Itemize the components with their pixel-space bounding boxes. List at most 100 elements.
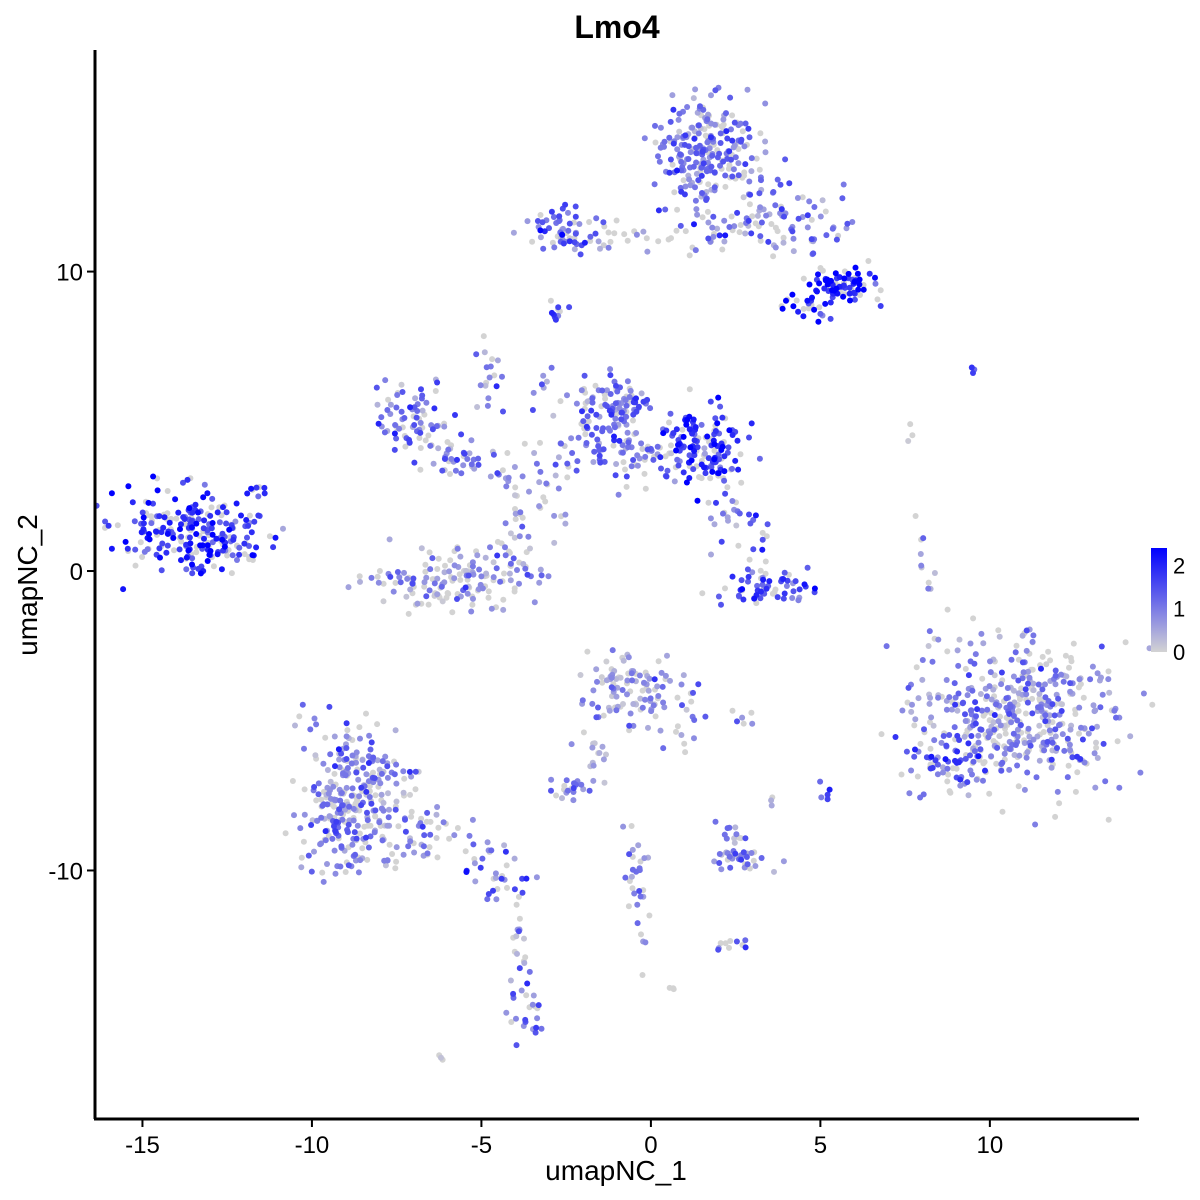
cell-point: [840, 293, 847, 300]
cell-point: [470, 595, 476, 602]
cell-point: [639, 972, 646, 978]
cell-point: [572, 230, 579, 237]
cell-point: [996, 733, 1003, 740]
cell-point: [846, 290, 853, 297]
cell-point: [721, 217, 728, 224]
cell-point: [624, 677, 631, 684]
cell-point: [598, 674, 605, 681]
cell-point: [397, 579, 404, 586]
cell-point: [363, 834, 369, 841]
cell-point: [696, 474, 702, 480]
cell-point: [344, 765, 351, 771]
cell-point: [392, 806, 399, 813]
cell-point: [594, 436, 601, 443]
cell-point: [1052, 681, 1059, 688]
cell-point: [1012, 742, 1019, 748]
cell-point: [1048, 764, 1055, 771]
cell-point: [911, 722, 918, 729]
legend-tick-label: 0: [1173, 640, 1185, 665]
cell-point: [790, 235, 797, 242]
cell-point: [1102, 778, 1109, 785]
cell-point: [994, 744, 1001, 751]
cell-point: [320, 878, 327, 885]
cell-point: [662, 672, 669, 679]
cell-point: [729, 173, 736, 180]
cell-point: [892, 734, 899, 740]
cell-point: [710, 233, 717, 240]
cell-point: [549, 239, 556, 246]
cell-point: [1046, 727, 1053, 734]
cell-point: [1052, 813, 1059, 820]
cell-point: [674, 167, 680, 174]
cell-point: [625, 439, 632, 446]
cell-point: [693, 150, 700, 157]
cell-point: [729, 432, 736, 438]
cell-point: [677, 222, 684, 229]
cell-point: [954, 707, 961, 714]
cell-point: [586, 787, 593, 794]
cell-point: [443, 594, 450, 601]
cell-point: [490, 887, 496, 894]
cell-point: [401, 569, 407, 576]
cell-point: [178, 557, 184, 564]
cell-point: [977, 691, 984, 697]
cell-point: [954, 732, 961, 739]
cell-point: [639, 704, 646, 711]
cell-point: [421, 832, 428, 839]
cell-point: [502, 848, 509, 855]
cell-point: [569, 450, 576, 456]
cell-point: [800, 275, 807, 282]
cell-point: [993, 760, 1000, 767]
cell-point: [531, 450, 538, 456]
cell-point: [729, 573, 736, 580]
cell-point: [588, 407, 595, 414]
cell-point: [446, 568, 453, 575]
cell-point: [719, 414, 726, 421]
cell-point: [959, 700, 966, 707]
cell-point: [390, 588, 397, 595]
cell-point: [664, 652, 670, 659]
cell-point: [172, 496, 179, 503]
cell-point: [1052, 667, 1059, 674]
cell-point: [368, 739, 375, 746]
cell-point: [919, 657, 926, 663]
cell-point: [432, 388, 439, 394]
cell-point: [629, 846, 636, 853]
cell-point: [679, 702, 685, 709]
cell-point: [711, 441, 718, 448]
cell-point: [811, 204, 818, 210]
cell-point: [925, 579, 932, 586]
cell-point: [322, 734, 329, 741]
cell-point: [969, 687, 976, 694]
cell-point: [746, 201, 753, 208]
cell-point: [1007, 703, 1014, 710]
cell-point: [1044, 738, 1051, 745]
cell-point: [560, 240, 567, 247]
cell-point: [219, 536, 226, 543]
cell-point: [207, 548, 214, 554]
cell-point: [626, 727, 633, 734]
cell-point: [296, 713, 303, 720]
cell-point: [639, 446, 646, 452]
cell-point: [427, 818, 434, 825]
cell-point: [472, 878, 479, 885]
cell-point: [682, 749, 689, 756]
cell-point: [438, 1054, 444, 1061]
cell-point: [754, 212, 761, 219]
cell-point: [806, 198, 813, 205]
cell-point: [559, 795, 565, 802]
cell-point: [905, 684, 912, 691]
cell-point: [406, 439, 413, 446]
cell-point: [675, 441, 681, 448]
cell-point: [1065, 762, 1072, 769]
cell-point: [507, 977, 514, 984]
cell-point: [808, 216, 815, 223]
cell-point: [681, 740, 688, 747]
cell-point: [674, 146, 681, 153]
cell-point: [1029, 710, 1036, 717]
cell-point: [717, 130, 724, 137]
cell-point: [637, 858, 644, 865]
cell-point: [746, 434, 752, 441]
cell-point: [540, 245, 547, 252]
cell-point: [666, 169, 673, 176]
